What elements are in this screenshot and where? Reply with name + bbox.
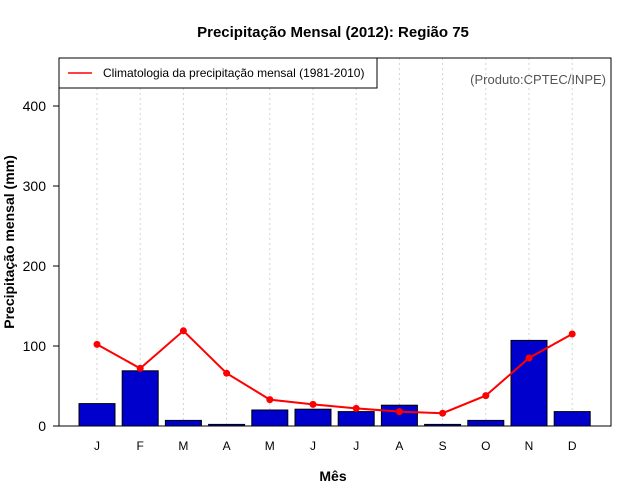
precip-bar-7 [337, 411, 375, 427]
precip-bar-11 [510, 339, 548, 427]
x-tick-label: M [265, 439, 275, 453]
climatology-line [96, 329, 573, 415]
chart-title: Precipitação Mensal (2012): Região 75 [197, 24, 469, 41]
climatology-point-1 [93, 340, 101, 348]
precip-bar-2 [121, 370, 159, 427]
x-tick-label: J [353, 439, 359, 453]
y-axis-title: Precipitação mensal (mm) [1, 155, 17, 329]
y-axis: 0 100 200 300 400 [23, 98, 59, 434]
grid-layer [96, 58, 573, 426]
y-tick-label: 400 [23, 98, 47, 114]
x-tick-label: M [178, 439, 188, 453]
x-tick-label: O [481, 439, 490, 453]
x-tick-label: A [223, 439, 231, 453]
climatology-point-7 [352, 404, 360, 412]
x-tick-label: S [439, 439, 447, 453]
x-tick-label: J [94, 439, 100, 453]
x-axis-title: Mês [319, 468, 346, 484]
y-tick-label: 300 [23, 178, 47, 194]
y-tick-label: 0 [38, 418, 46, 434]
legend-box [58, 57, 378, 89]
precip-bar-10 [467, 419, 505, 427]
climatology-point-8 [395, 408, 403, 416]
precip-bar-5 [251, 409, 289, 427]
credit-text: (Produto:CPTEC/INPE) [470, 72, 606, 87]
climatology-point-9 [439, 409, 447, 417]
bar-layer [78, 339, 591, 427]
y-tick-label: 200 [23, 258, 47, 274]
climatology-point-4 [223, 369, 231, 377]
legend-label: Climatologia da precipitação mensal (198… [103, 66, 364, 80]
precip-bar-6 [294, 408, 332, 427]
y-tick-label: 100 [23, 338, 47, 354]
x-tick-label: D [568, 439, 577, 453]
climatology-line-layer [93, 327, 576, 417]
precip-bar-3 [164, 419, 202, 427]
x-tick-label: J [310, 439, 316, 453]
climatology-point-6 [309, 400, 317, 408]
climatology-point-10 [482, 392, 490, 400]
x-tick-label: A [395, 439, 403, 453]
climatology-point-3 [179, 327, 187, 335]
x-tick-label: N [525, 439, 534, 453]
x-tick-label: F [137, 439, 144, 453]
climatology-point-2 [136, 364, 144, 372]
climatology-point-11 [525, 354, 533, 362]
climatology-point-12 [568, 330, 576, 338]
precip-bar-12 [553, 411, 591, 427]
climatology-point-5 [266, 396, 274, 404]
precip-bar-1 [78, 403, 116, 427]
legend: Climatologia da precipitação mensal (198… [58, 57, 378, 89]
